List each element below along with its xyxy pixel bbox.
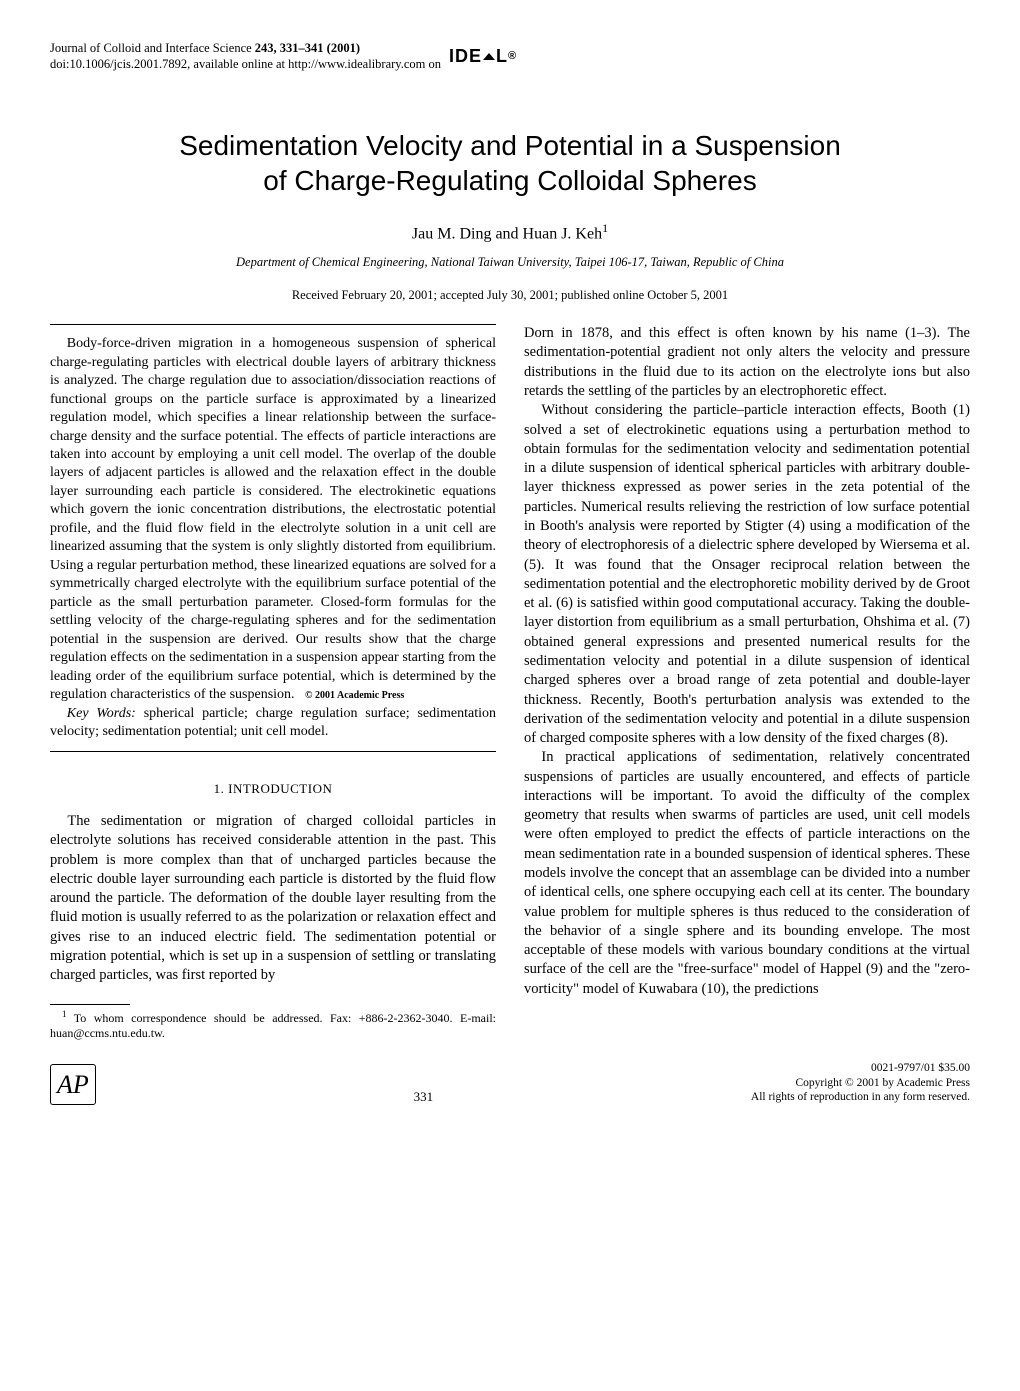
keywords-line: Key Words: spherical particle; charge re… (50, 705, 496, 742)
logo-text-1: IDE (449, 44, 482, 68)
abstract-body: Body-force-driven migration in a homogen… (50, 336, 496, 702)
abstract-copyright: © 2001 Academic Press (305, 690, 404, 701)
journal-header: Journal of Colloid and Interface Science… (50, 40, 970, 73)
authors: Jau M. Ding and Huan J. Keh1 (50, 220, 970, 245)
page-footer: AP 331 0021-9797/01 $35.00 Copyright © 2… (50, 1061, 970, 1106)
corresponding-author-footnote: 1 To whom correspondence should be addre… (50, 1009, 496, 1041)
article-dates: Received February 20, 2001; accepted Jul… (50, 287, 970, 304)
abstract-top-rule (50, 324, 496, 325)
footnote-rule (50, 1004, 130, 1005)
section-heading-introduction: 1. INTRODUCTION (50, 780, 496, 798)
volume-pages: 243, 331–341 (2001) (255, 41, 360, 55)
header-text-block: Journal of Colloid and Interface Science… (50, 40, 441, 73)
right-column: Dorn in 1878, and this effect is often k… (524, 324, 970, 1040)
abstract-bottom-rule (50, 751, 496, 752)
publisher-logo: AP (50, 1064, 96, 1105)
right-paragraph-2: Without considering the particle–particl… (524, 401, 970, 748)
keywords-label: Key Words: (67, 706, 136, 721)
journal-name: Journal of Colloid and Interface Science (50, 41, 252, 55)
title-line-1: Sedimentation Velocity and Potential in … (179, 130, 841, 161)
two-column-layout: Body-force-driven migration in a homogen… (50, 324, 970, 1040)
footer-copyright: Copyright © 2001 by Academic Press (795, 1077, 970, 1089)
logo-text-2: L (496, 44, 508, 68)
left-column: Body-force-driven migration in a homogen… (50, 324, 496, 1040)
footer-issn: 0021-9797/01 $35.00 (871, 1062, 970, 1074)
author-footnote-ref: 1 (602, 221, 608, 235)
logo-arrow-icon (483, 53, 495, 60)
right-paragraph-3: In practical applications of sedimentati… (524, 748, 970, 999)
article-title: Sedimentation Velocity and Potential in … (50, 128, 970, 198)
doi-line: doi:10.1006/jcis.2001.7892, available on… (50, 57, 441, 71)
author-names: Jau M. Ding and Huan J. Keh (412, 225, 602, 242)
footer-copyright-block: 0021-9797/01 $35.00 Copyright © 2001 by … (751, 1061, 970, 1106)
abstract-block: Body-force-driven migration in a homogen… (50, 335, 496, 741)
ideal-logo: IDE L® (449, 44, 517, 68)
abstract-text: Body-force-driven migration in a homogen… (50, 335, 496, 704)
page-number: 331 (96, 1088, 751, 1106)
logo-registered: ® (508, 49, 517, 64)
right-paragraph-1: Dorn in 1878, and this effect is often k… (524, 324, 970, 401)
footnote-text: To whom correspondence should be address… (50, 1011, 496, 1040)
affiliation: Department of Chemical Engineering, Nati… (50, 254, 970, 271)
intro-paragraph-left: The sedimentation or migration of charge… (50, 812, 496, 986)
footer-rights: All rights of reproduction in any form r… (751, 1091, 970, 1103)
title-line-2: of Charge-Regulating Colloidal Spheres (263, 165, 756, 196)
